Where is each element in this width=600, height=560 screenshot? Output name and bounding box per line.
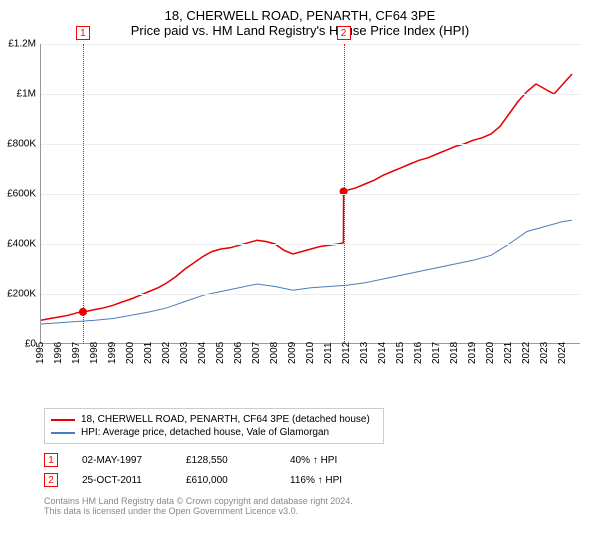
x-tick-label: 2018	[449, 342, 460, 364]
x-tick-label: 2004	[197, 342, 208, 364]
x-tick-label: 2016	[413, 342, 424, 364]
x-tick-label: 2022	[521, 342, 532, 364]
sale-row: 2 25-OCT-2011 £610,000 116% ↑ HPI	[44, 470, 592, 490]
legend-item: HPI: Average price, detached house, Vale…	[51, 426, 377, 439]
x-tick-label: 2008	[269, 342, 280, 364]
footer-line-1: Contains HM Land Registry data © Crown c…	[44, 496, 592, 506]
x-tick-label: 2010	[305, 342, 316, 364]
x-tick-label: 2007	[251, 342, 262, 364]
x-tick-label: 1997	[71, 342, 82, 364]
marker-badge: 2	[337, 26, 351, 40]
plot-area: 12	[40, 44, 580, 344]
x-tick-label: 2001	[143, 342, 154, 364]
x-tick-label: 1998	[89, 342, 100, 364]
marker-line	[344, 44, 345, 344]
y-tick-label: £200K	[7, 289, 36, 300]
legend-label: HPI: Average price, detached house, Vale…	[81, 427, 329, 438]
x-tick-label: 2014	[377, 342, 388, 364]
chart-subtitle: Price paid vs. HM Land Registry's House …	[8, 23, 592, 38]
y-tick-label: £800K	[7, 139, 36, 150]
x-tick-label: 2005	[215, 342, 226, 364]
sale-vs-hpi: 116% ↑ HPI	[290, 475, 370, 486]
x-tick-label: 2011	[323, 342, 334, 364]
chart-title: 18, CHERWELL ROAD, PENARTH, CF64 3PE	[8, 8, 592, 23]
x-tick-label: 1995	[35, 342, 46, 364]
x-tick-label: 2020	[485, 342, 496, 364]
y-axis-labels: £0£200K£400K£600K£800K£1M£1.2M	[8, 44, 38, 364]
sales-table: 1 02-MAY-1997 £128,550 40% ↑ HPI 2 25-OCT-201…	[44, 450, 592, 490]
sale-price: £128,550	[186, 455, 266, 466]
chart-container: 18, CHERWELL ROAD, PENARTH, CF64 3PE Pri…	[0, 0, 600, 560]
y-tick-label: £400K	[7, 239, 36, 250]
x-tick-label: 2013	[359, 342, 370, 364]
sale-price: £610,000	[186, 475, 266, 486]
x-tick-label: 2012	[341, 342, 352, 364]
footer-attribution: Contains HM Land Registry data © Crown c…	[44, 496, 592, 516]
legend-item: 18, CHERWELL ROAD, PENARTH, CF64 3PE (de…	[51, 413, 377, 426]
x-tick-label: 2019	[467, 342, 478, 364]
legend-label: 18, CHERWELL ROAD, PENARTH, CF64 3PE (de…	[81, 414, 370, 425]
marker-badge: 1	[76, 26, 90, 40]
sale-marker-badge: 2	[44, 473, 58, 487]
footer-line-2: This data is licensed under the Open Gov…	[44, 506, 592, 516]
y-tick-label: £1M	[17, 89, 36, 100]
x-tick-label: 1996	[53, 342, 64, 364]
x-tick-label: 1999	[107, 342, 118, 364]
sale-date: 25-OCT-2011	[82, 475, 162, 486]
x-tick-label: 2024	[557, 342, 568, 364]
sale-marker-badge: 1	[44, 453, 58, 467]
x-tick-label: 2017	[431, 342, 442, 364]
x-axis-labels: 1995199619971998199920002001200220032004…	[40, 346, 580, 386]
legend: 18, CHERWELL ROAD, PENARTH, CF64 3PE (de…	[44, 408, 384, 444]
y-tick-label: £600K	[7, 189, 36, 200]
x-tick-label: 2002	[161, 342, 172, 364]
x-tick-label: 2003	[179, 342, 190, 364]
legend-swatch	[51, 432, 75, 434]
sale-date: 02-MAY-1997	[82, 455, 162, 466]
y-tick-label: £1.2M	[8, 39, 36, 50]
legend-swatch	[51, 419, 75, 421]
x-tick-label: 2023	[539, 342, 550, 364]
x-tick-label: 2006	[233, 342, 244, 364]
chart-area: £0£200K£400K£600K£800K£1M£1.2M 12 199519…	[40, 44, 600, 364]
sale-vs-hpi: 40% ↑ HPI	[290, 455, 370, 466]
x-tick-label: 2021	[503, 342, 514, 364]
x-tick-label: 2000	[125, 342, 136, 364]
x-tick-label: 2015	[395, 342, 406, 364]
series-line	[41, 220, 572, 324]
marker-line	[83, 44, 84, 344]
x-tick-label: 2009	[287, 342, 298, 364]
series-line	[41, 74, 572, 320]
sale-row: 1 02-MAY-1997 £128,550 40% ↑ HPI	[44, 450, 592, 470]
